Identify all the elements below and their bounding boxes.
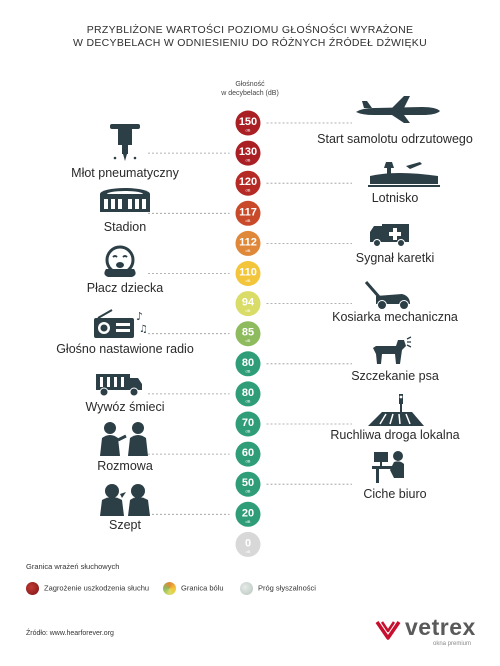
source-note: Źródło: www.hearforever.org [26, 630, 114, 637]
source-label: Młot pneumatyczny [71, 166, 179, 180]
db-value-label: 85 [242, 327, 254, 339]
legend-label-hearing-threshold: Próg słyszalności [258, 583, 316, 593]
radio-icon: ♪ ♫ [94, 309, 148, 338]
db-value-label: 110 [239, 267, 257, 279]
source-label: Rozmowa [97, 459, 153, 473]
db-value-label: 50 [242, 477, 254, 489]
legend-header: Granica wrażeń słuchowych [26, 562, 120, 571]
db-level-marker [235, 230, 261, 256]
db-level-marker [235, 291, 261, 317]
db-unit-label: dB [246, 188, 251, 193]
barking-dog-icon [373, 336, 412, 364]
whisper-icon [100, 484, 150, 516]
db-unit-label: dB [246, 519, 251, 524]
jackhammer-icon [110, 124, 140, 161]
chart-title: PRZYBLIŻONE WARTOŚCI POZIOMU GŁOŚNOŚCI W… [0, 24, 500, 50]
db-level-marker [235, 261, 261, 286]
svg-text:♪: ♪ [136, 310, 143, 323]
legend-item-hearing-threshold: Próg słyszalności [240, 582, 316, 595]
source-label: Szczekanie psa [351, 369, 439, 383]
legend-swatch-hearing-damage [26, 582, 39, 595]
db-unit-label: dB [246, 308, 251, 313]
db-value-label: 60 [242, 447, 254, 459]
db-unit-label: dB [246, 489, 251, 494]
airplane-icon [356, 96, 440, 123]
db-value-label: 112 [239, 236, 257, 248]
title-line-2: W DECYBELACH W ODNIESIENIU DO RÓŻNYCH ŹR… [73, 37, 427, 49]
db-unit-label: dB [246, 158, 251, 163]
source-label: Sygnał karetki [355, 251, 435, 265]
db-level-marker [235, 501, 261, 527]
db-level-marker [235, 170, 261, 196]
scale-header: Głośność w decybelach (dB) [205, 80, 295, 98]
legend-label-hearing-damage: Zagrożenie uszkodzenia słuchu [44, 583, 150, 593]
db-unit-label: dB [246, 549, 251, 554]
db-unit-label: dB [246, 368, 251, 373]
db-value-label: 94 [242, 297, 255, 309]
source-label: Szept [109, 518, 141, 532]
db-value-label: 120 [239, 176, 257, 188]
legend-label-pain-threshold: Granica bólu [181, 583, 224, 593]
title-line-1: PRZYBLIŻONE WARTOŚCI POZIOMU GŁOŚNOŚCI W… [86, 24, 414, 36]
db-value-label: 80 [242, 357, 254, 369]
legend-item-hearing-damage: Zagrożenie uszkodzenia słuchu [26, 582, 149, 595]
ambulance-icon [370, 224, 409, 247]
db-level-marker [235, 471, 261, 497]
db-unit-label: dB [246, 278, 251, 283]
db-unit-label: dB [246, 429, 251, 434]
legend-item-pain-threshold: Granica bólu [163, 582, 224, 595]
legend-swatch-pain-threshold [163, 582, 176, 595]
garbage-truck-icon [96, 374, 142, 397]
legend-swatch-hearing-threshold [240, 582, 253, 595]
road-icon [368, 394, 424, 426]
db-value-label: 70 [242, 417, 254, 429]
db-unit-label: dB [246, 218, 251, 223]
source-label: Głośno nastawione radio [56, 342, 194, 356]
db-level-marker [235, 351, 261, 377]
db-unit-label: dB [246, 128, 251, 133]
lawnmower-icon [364, 281, 410, 310]
vetrex-logo-icon [375, 621, 401, 640]
scale-header-line-1: Głośność [235, 81, 265, 88]
conversation-icon [100, 422, 148, 456]
source-label: Płacz dziecka [86, 281, 164, 295]
db-level-marker [235, 411, 261, 437]
source-label: Ruchliwa droga lokalna [330, 428, 460, 442]
db-level-marker [235, 441, 261, 467]
decibel-scale: 150dB130dB120dB117dB112dB110dB94dB85dB80… [148, 110, 352, 557]
scale-header-line-2: w decybelach (dB) [221, 90, 279, 97]
brand-tagline: okna premium [433, 641, 472, 647]
crying-baby-icon [104, 245, 136, 277]
db-value-label: 130 [239, 146, 257, 158]
source-label: Ciche biuro [363, 487, 427, 501]
brand-name: vetrex [405, 614, 476, 640]
db-unit-label: dB [246, 248, 251, 253]
db-level-marker [235, 381, 261, 407]
db-value-label: 20 [242, 507, 254, 519]
db-level-marker [235, 321, 261, 347]
office-icon [372, 451, 404, 483]
db-value-label: 0 [245, 537, 251, 549]
db-value-label: 117 [239, 206, 257, 218]
db-unit-label: dB [246, 338, 251, 343]
airport-icon [368, 162, 440, 187]
db-level-marker [235, 200, 261, 226]
db-level-marker [235, 140, 261, 166]
svg-text:♫: ♫ [139, 324, 148, 335]
db-value-label: 150 [239, 116, 257, 128]
db-value-label: 80 [242, 387, 254, 399]
source-label: Lotnisko [371, 191, 419, 205]
source-label: Stadion [103, 220, 147, 234]
db-unit-label: dB [246, 459, 251, 464]
stadium-icon [100, 188, 150, 212]
source-label: Start samolotu odrzutowego [317, 132, 473, 146]
db-level-marker [235, 110, 261, 136]
source-label: Kosiarka mechaniczna [332, 310, 458, 324]
db-level-marker [235, 531, 261, 557]
source-label: Wywóz śmieci [85, 400, 165, 414]
db-unit-label: dB [246, 398, 251, 403]
